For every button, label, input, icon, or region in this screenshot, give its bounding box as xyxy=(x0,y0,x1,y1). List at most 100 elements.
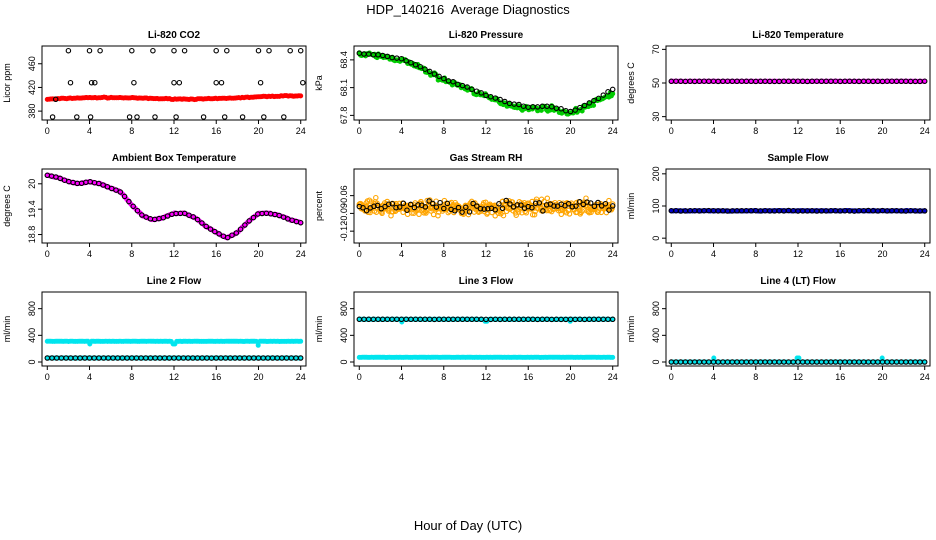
data-point-series-3 xyxy=(609,316,616,323)
x-tick-label: 12 xyxy=(793,372,803,382)
data-points xyxy=(44,47,306,120)
chart-panel-2: Li-820 Pressure 0 4 8 12 16 20 24 67.8 68.1 68.4 kP… xyxy=(314,30,619,136)
data-point-series-1 xyxy=(357,200,364,207)
y-tick-label: 400 xyxy=(651,328,661,343)
data-point-series-1 xyxy=(298,338,304,344)
data-point-series-2 xyxy=(176,79,183,86)
data-point-series-2 xyxy=(411,204,418,211)
data-points xyxy=(356,194,616,219)
data-point-series-2 xyxy=(573,203,579,209)
data-point-series-2 xyxy=(374,202,381,209)
data-point-series-2 xyxy=(514,202,520,208)
data-point-series-2 xyxy=(121,193,128,200)
data-point-series-2 xyxy=(287,47,293,54)
y-tick-label: 420 xyxy=(27,80,37,95)
data-point-series-2 xyxy=(403,58,409,64)
chart-title: Line 4 (LT) Flow xyxy=(760,276,836,287)
x-tick-label: 20 xyxy=(565,372,575,382)
data-point-series-2 xyxy=(474,203,480,209)
data-point-series-2 xyxy=(455,204,462,211)
data-point-series-1 xyxy=(609,201,616,207)
chart-title: Ambient Box Temperature xyxy=(112,153,237,164)
x-tick-label: 0 xyxy=(669,126,674,136)
data-point-series-2 xyxy=(436,73,442,80)
data-point-series-1 xyxy=(384,198,390,205)
data-point-series-2 xyxy=(190,214,197,220)
data-points xyxy=(668,207,928,214)
data-point-series-1 xyxy=(541,198,547,205)
data-point-series-2 xyxy=(371,203,377,210)
data-point-series-2 xyxy=(609,203,616,209)
x-tick-label: 0 xyxy=(45,249,50,259)
data-point-series-2 xyxy=(441,75,447,82)
data-point-series-2 xyxy=(224,234,231,241)
data-point-series-2 xyxy=(200,114,207,120)
data-point-series-2 xyxy=(577,104,583,111)
chart-title: Sample Flow xyxy=(767,153,828,164)
data-point-series-2 xyxy=(551,203,557,209)
chart-title: Li-820 Pressure xyxy=(449,30,524,41)
x-tick-label: 8 xyxy=(129,126,134,136)
x-tick-label: 24 xyxy=(608,126,618,136)
data-point-series-2 xyxy=(134,207,141,214)
data-point-series-2 xyxy=(130,203,136,210)
data-point-series-2 xyxy=(478,90,485,96)
x-tick-label: 12 xyxy=(169,372,179,382)
data-point-series-2 xyxy=(229,232,235,238)
data-point-series-2 xyxy=(422,66,428,72)
data-point-series-2 xyxy=(576,199,583,205)
y-tick-label: 70 xyxy=(651,44,661,54)
chart-panel-5: Gas Stream RH 0 4 8 12 16 20 24 -0.12-0.09-0.06 p… xyxy=(314,153,619,259)
data-point-series-2 xyxy=(605,89,611,95)
data-point-series-2 xyxy=(255,47,262,54)
x-tick-label: 8 xyxy=(129,372,134,382)
y-tick-label: 18.8 xyxy=(27,226,37,244)
x-tick-label: 8 xyxy=(753,249,758,259)
x-tick-label: 20 xyxy=(565,126,575,136)
x-tick-label: 24 xyxy=(608,372,618,382)
figure-x-axis-label: Hour of Day (UTC) xyxy=(413,518,523,533)
y-tick-label: 460 xyxy=(27,56,37,71)
data-point-series-2 xyxy=(49,114,56,120)
data-point-series-2 xyxy=(126,114,133,120)
data-point-series-2 xyxy=(100,182,106,188)
data-point-series-2 xyxy=(532,200,539,207)
data-point-series-2 xyxy=(400,200,407,207)
x-tick-label: 0 xyxy=(357,249,362,259)
x-tick-label: 12 xyxy=(169,126,179,136)
y-tick-label: 100 xyxy=(651,198,661,213)
y-axis-label: degrees C xyxy=(2,185,12,227)
data-point-series-1 xyxy=(610,354,616,360)
data-point-series-2 xyxy=(224,47,230,54)
x-tick-label: 16 xyxy=(211,372,221,382)
y-axis-label: percent xyxy=(314,190,324,221)
data-point-series-2 xyxy=(218,79,225,86)
y-tick-label: 0 xyxy=(27,359,37,364)
data-points xyxy=(668,355,928,365)
data-points xyxy=(668,78,928,85)
data-point-series-2 xyxy=(412,62,419,68)
data-point-series-2 xyxy=(97,47,103,54)
data-point-series-2 xyxy=(74,114,80,120)
y-axis-label: degrees C xyxy=(626,62,636,104)
data-point-series-2 xyxy=(600,92,607,98)
y-tick-label: -0.06 xyxy=(339,185,349,206)
data-point-series-1 xyxy=(606,197,612,204)
data-point-series-2 xyxy=(233,230,240,236)
chart-title: Li-820 Temperature xyxy=(752,30,844,41)
chart-title: Line 3 Flow xyxy=(459,276,514,287)
y-axis-label: ml/min xyxy=(626,316,636,343)
x-tick-label: 16 xyxy=(523,372,533,382)
data-point-series-2 xyxy=(581,102,588,109)
x-tick-label: 24 xyxy=(920,126,930,136)
x-tick-label: 24 xyxy=(296,126,306,136)
data-point-series-1 xyxy=(492,213,498,219)
data-point-series-2 xyxy=(417,63,424,70)
x-tick-label: 12 xyxy=(481,372,491,382)
data-point-series-2 xyxy=(87,114,94,120)
y-axis-label: ml/min xyxy=(626,193,636,220)
data-point-series-2 xyxy=(540,208,546,214)
chart-title: Li-820 CO2 xyxy=(148,30,201,41)
data-point-series-1 xyxy=(423,210,429,216)
data-point-series-1 xyxy=(522,208,528,215)
